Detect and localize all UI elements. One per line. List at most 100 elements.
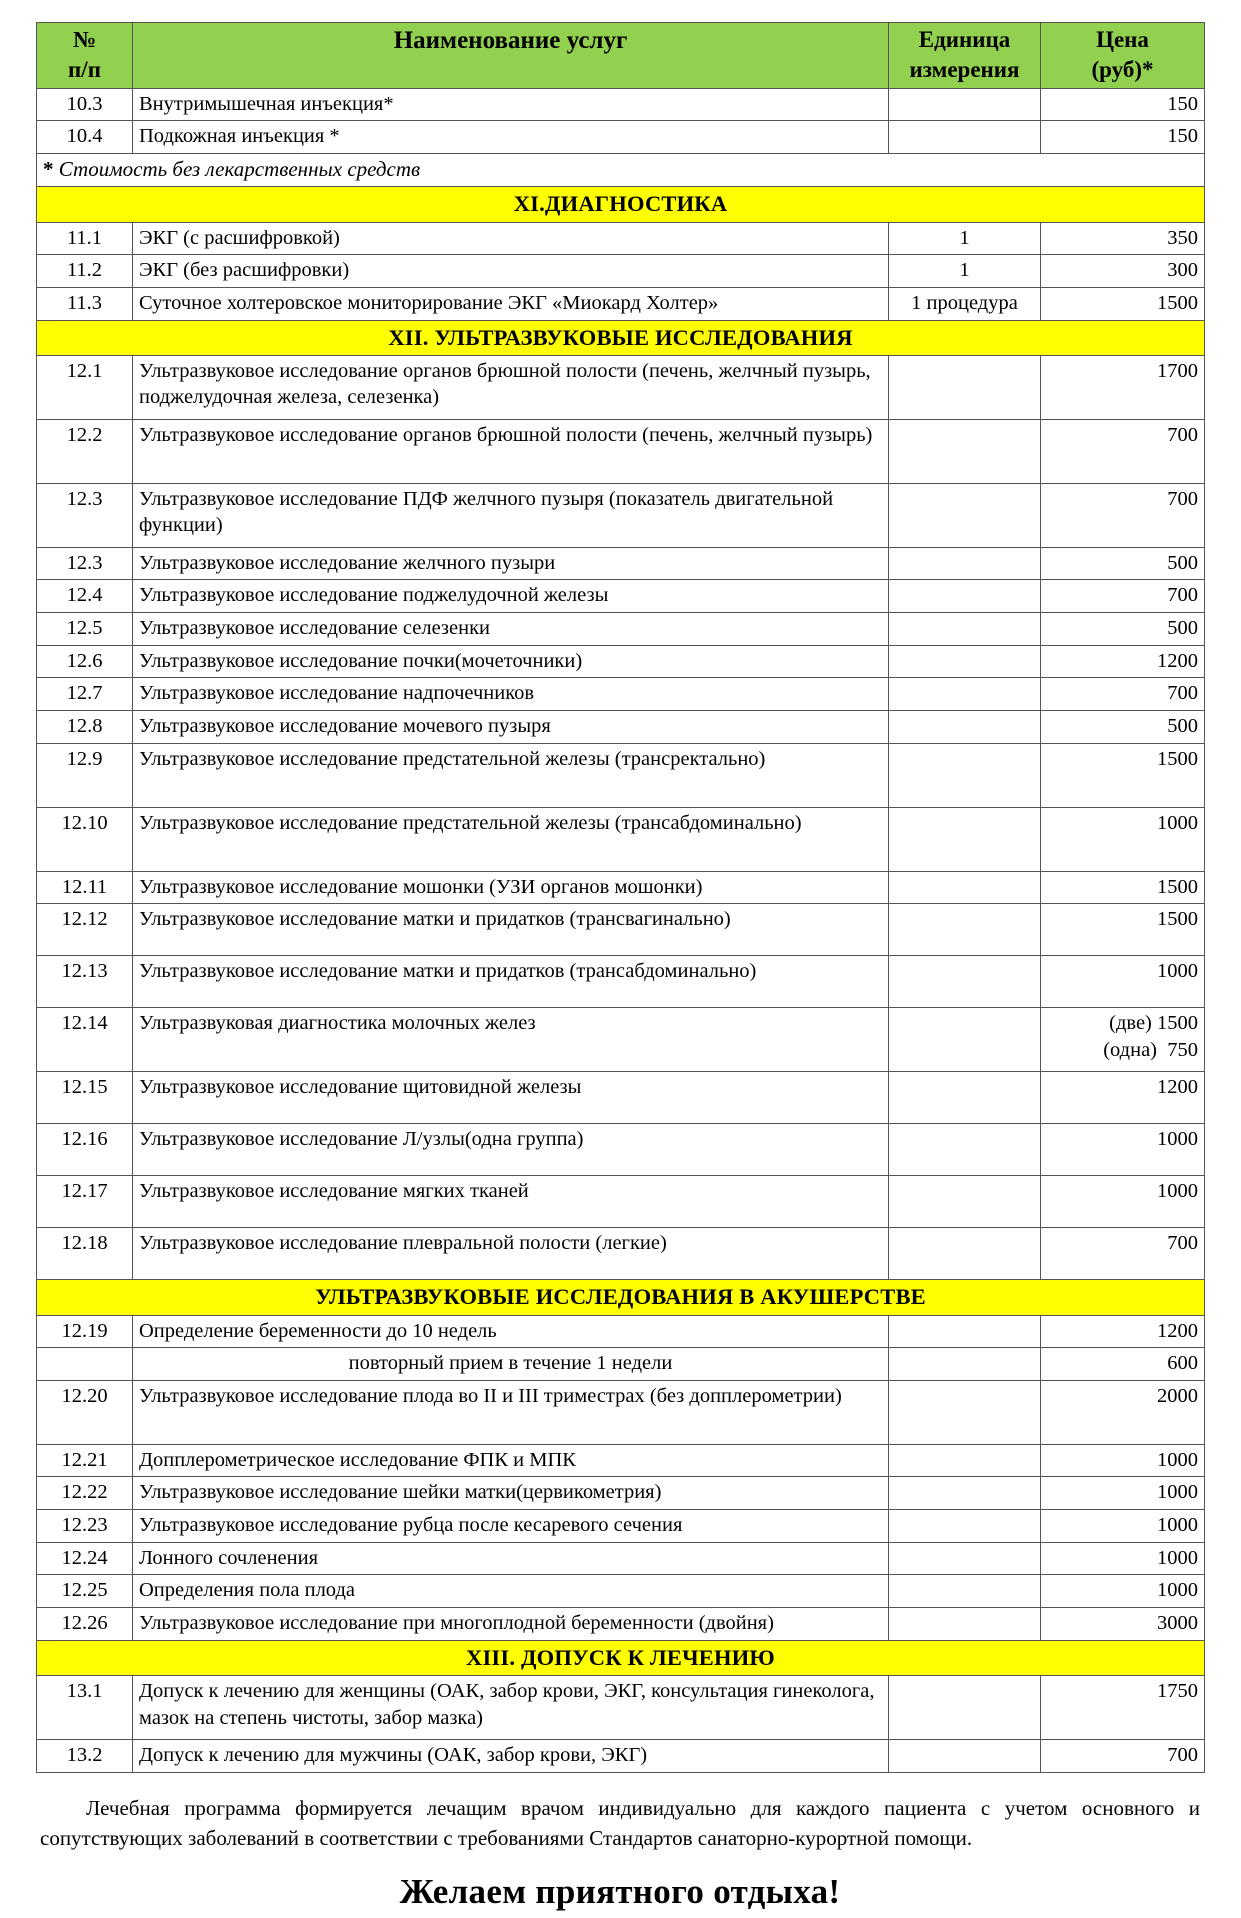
section-title: XIII. ДОПУСК К ЛЕЧЕНИЮ	[36, 1639, 1205, 1676]
row-unit	[888, 1007, 1041, 1073]
row-number: 12.2	[36, 418, 133, 484]
row-price: 1000	[1040, 1574, 1205, 1608]
row-price: 500	[1040, 612, 1205, 646]
row-unit	[888, 354, 1041, 420]
footer-block: Лечебная программа формируется лечащим в…	[36, 1793, 1204, 1918]
row-unit	[888, 1227, 1041, 1281]
table-row: 11.2 ЭКГ (без расшифровки) 1 300	[36, 254, 1205, 288]
table-row: 12.24 Лонного сочленения 1000	[36, 1541, 1205, 1576]
row-unit	[888, 546, 1041, 581]
row-service-name: Ультразвуковое исследование шейки матки(…	[132, 1476, 889, 1511]
table-row: 12.14 Ультразвуковая диагностика молочных…	[36, 1007, 1205, 1073]
row-unit	[888, 742, 1041, 808]
row-unit: 1	[888, 254, 1041, 288]
row-price: 700	[1040, 1227, 1205, 1281]
row-unit	[888, 1379, 1041, 1445]
row-service-name: Ультразвуковое исследование предстательн…	[132, 806, 889, 872]
row-price: 150	[1040, 120, 1205, 155]
row-price: 500	[1040, 546, 1205, 581]
table-row: 12.11 Ультразвуковое исследование мошонки…	[36, 870, 1205, 905]
row-number: 12.17	[36, 1175, 133, 1229]
column-header-number-line2: п/п	[68, 56, 101, 82]
table-row: 12.7 Ультразвуковое исследование надпочеч…	[36, 677, 1205, 711]
row-number: 12.3	[36, 546, 133, 581]
row-price: 1500	[1040, 742, 1205, 808]
row-number: 12.26	[36, 1607, 133, 1641]
row-unit	[888, 1607, 1041, 1641]
row-unit	[888, 677, 1041, 711]
table-row: 10.3 Внутримышечная инъекция* 150	[36, 87, 1205, 122]
table-row: 12.3 Ультразвуковое исследование желчного…	[36, 546, 1205, 581]
row-unit	[888, 612, 1041, 646]
row-unit	[888, 955, 1041, 1009]
services-price-table: № п/п Наименование услуг Единица измерен…	[36, 22, 1205, 1773]
row-number: 13.2	[36, 1738, 133, 1773]
row-unit	[888, 1541, 1041, 1576]
row-unit	[888, 644, 1041, 679]
row-number: 12.3	[36, 482, 133, 548]
row-price: 350	[1040, 221, 1205, 256]
row-price: 700	[1040, 677, 1205, 711]
row-price: 3000	[1040, 1607, 1205, 1641]
row-number: 12.1	[36, 354, 133, 420]
row-unit	[888, 87, 1041, 122]
row-number: 12.5	[36, 612, 133, 646]
row-service-name: Ультразвуковое исследование ПДФ желчного…	[132, 482, 889, 548]
row-number	[36, 1347, 133, 1381]
row-service-name: Ультразвуковое исследование селезенки	[132, 612, 889, 646]
row-unit	[888, 1574, 1041, 1608]
row-service-name: Ультразвуковое исследование рубца после …	[132, 1509, 889, 1543]
row-service-name: Ультразвуковое исследование мочевого пуз…	[132, 709, 889, 744]
row-price: 1000	[1040, 1509, 1205, 1543]
row-service-name: Ультразвуковое исследование матки и прид…	[132, 955, 889, 1009]
row-price: 1000	[1040, 1476, 1205, 1511]
row-number: 13.1	[36, 1674, 133, 1740]
row-price-line: (две) 1500	[1109, 1012, 1198, 1035]
table-row: 12.15 Ультразвуковое исследование щитовид…	[36, 1071, 1205, 1125]
row-number: 12.13	[36, 955, 133, 1009]
row-unit	[888, 1347, 1041, 1381]
row-price: 1200	[1040, 1071, 1205, 1125]
row-service-name: Ультразвуковое исследование поджелудочно…	[132, 579, 889, 614]
row-unit	[888, 806, 1041, 872]
row-number: 12.6	[36, 644, 133, 679]
row-service-name: Определения пола плода	[132, 1574, 889, 1608]
row-unit	[888, 903, 1041, 957]
footnote-asterisk: *	[43, 157, 54, 182]
column-header-price: Цена (руб)*	[1040, 22, 1205, 89]
row-price: 1200	[1040, 1314, 1205, 1349]
table-row: 12.4 Ультразвуковое исследование поджелуд…	[36, 579, 1205, 614]
column-header-unit-line2: измерения	[909, 56, 1020, 82]
row-service-name: ЭКГ (с расшифровкой)	[132, 221, 889, 256]
row-unit	[888, 1314, 1041, 1349]
table-row: 12.19 Определение беременности до 10 неде…	[36, 1314, 1205, 1349]
row-service-name: Ультразвуковое исследование предстательн…	[132, 742, 889, 808]
row-number: 12.4	[36, 579, 133, 614]
row-service-name: повторный прием в течение 1 недели	[132, 1347, 889, 1381]
price-list-page: № п/п Наименование услуг Единица измерен…	[36, 22, 1205, 1911]
table-row: 12.22 Ультразвуковое исследование шейки м…	[36, 1476, 1205, 1511]
table-note-row: * Стоимость без лекарственных средств	[36, 153, 1205, 188]
table-row: 10.4 Подкожная инъекция * 150	[36, 120, 1205, 155]
row-price: 1000	[1040, 1123, 1205, 1177]
table-row: 12.5 Ультразвуковое исследование селезенк…	[36, 612, 1205, 646]
row-service-name: Лонного сочленения	[132, 1541, 889, 1576]
row-number: 12.20	[36, 1379, 133, 1445]
row-service-name: Ультразвуковое исследование плода во II …	[132, 1379, 889, 1445]
row-number: 12.18	[36, 1227, 133, 1281]
footnote-text: * Стоимость без лекарственных средств	[36, 153, 1205, 188]
row-service-name: Суточное холтеровское мониторирование ЭК…	[132, 286, 889, 321]
row-service-name: Внутримышечная инъекция*	[132, 87, 889, 122]
row-number: 12.15	[36, 1071, 133, 1125]
row-service-name: Ультразвуковое исследование при многопло…	[132, 1607, 889, 1641]
row-price: 300	[1040, 254, 1205, 288]
row-number: 12.24	[36, 1541, 133, 1576]
row-number: 11.1	[36, 221, 133, 256]
table-section-header-row: XIII. ДОПУСК К ЛЕЧЕНИЮ	[36, 1639, 1205, 1676]
row-service-name: Ультразвуковое исследование плевральной …	[132, 1227, 889, 1281]
table-row: 12.9 Ультразвуковое исследование предстат…	[36, 742, 1205, 808]
table-row: 12.3 Ультразвуковое исследование ПДФ желч…	[36, 482, 1205, 548]
row-unit	[888, 1123, 1041, 1177]
row-service-name: Допплерометрическое исследование ФПК и М…	[132, 1443, 889, 1478]
row-price: 1500	[1040, 870, 1205, 905]
